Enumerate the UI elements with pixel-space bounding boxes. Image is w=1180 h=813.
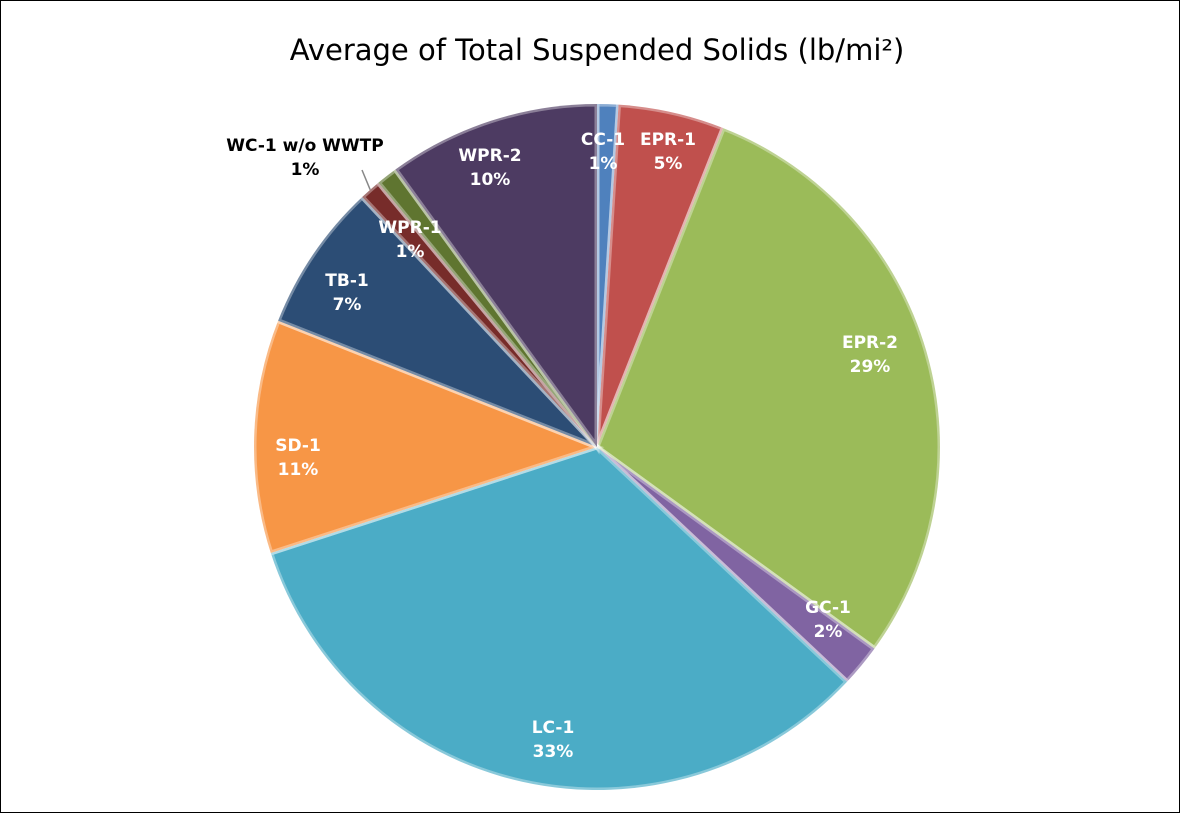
pie-slice xyxy=(593,124,943,653)
slice-label-name: LC-1 xyxy=(532,718,575,738)
slice-label-name: WC-1 w/o WWTP xyxy=(226,136,384,156)
slice-label-name: EPR-1 xyxy=(640,130,696,150)
leader-line xyxy=(361,169,371,190)
pie-slice xyxy=(251,317,605,557)
slice-label-value: 7% xyxy=(333,295,362,315)
slice-label-value: 1% xyxy=(291,160,320,180)
slice-label-name: EPR-2 xyxy=(842,333,898,353)
slice-label-value: 29% xyxy=(850,357,891,377)
slice-label-value: 5% xyxy=(654,154,683,174)
slice-label-value: 11% xyxy=(278,460,319,480)
pie-slice xyxy=(358,179,599,449)
slice-label-value: 2% xyxy=(814,622,843,642)
pie-slice xyxy=(391,101,600,455)
slices xyxy=(251,101,943,793)
chart-title: Average of Total Suspended Solids (lb/mi… xyxy=(290,33,905,67)
slice-label-name: CC-1 xyxy=(581,130,625,150)
pie-slice xyxy=(595,444,878,686)
pie-slice xyxy=(594,102,727,448)
slice-label-value: 1% xyxy=(396,242,425,262)
slice-label-value: 33% xyxy=(533,742,574,762)
pie-slice xyxy=(274,193,599,450)
slice-label-name: WPR-1 xyxy=(378,218,441,238)
slice-label-name: WPR-2 xyxy=(458,146,521,166)
slice-label-name: GC-1 xyxy=(805,598,851,618)
slice-label-value: 10% xyxy=(470,170,511,190)
slice-label-name: TB-1 xyxy=(325,271,368,291)
slice-label-name: SD-1 xyxy=(275,436,321,456)
slice-label-value: 1% xyxy=(589,154,618,174)
pie-slice xyxy=(374,166,600,449)
pie-slice xyxy=(267,444,851,793)
labels: CC-1 1% EPR-1 5% EPR-2 29% GC-1 2% LC-1 33% SD-1 11… xyxy=(226,130,898,762)
pie-slice xyxy=(594,101,622,448)
